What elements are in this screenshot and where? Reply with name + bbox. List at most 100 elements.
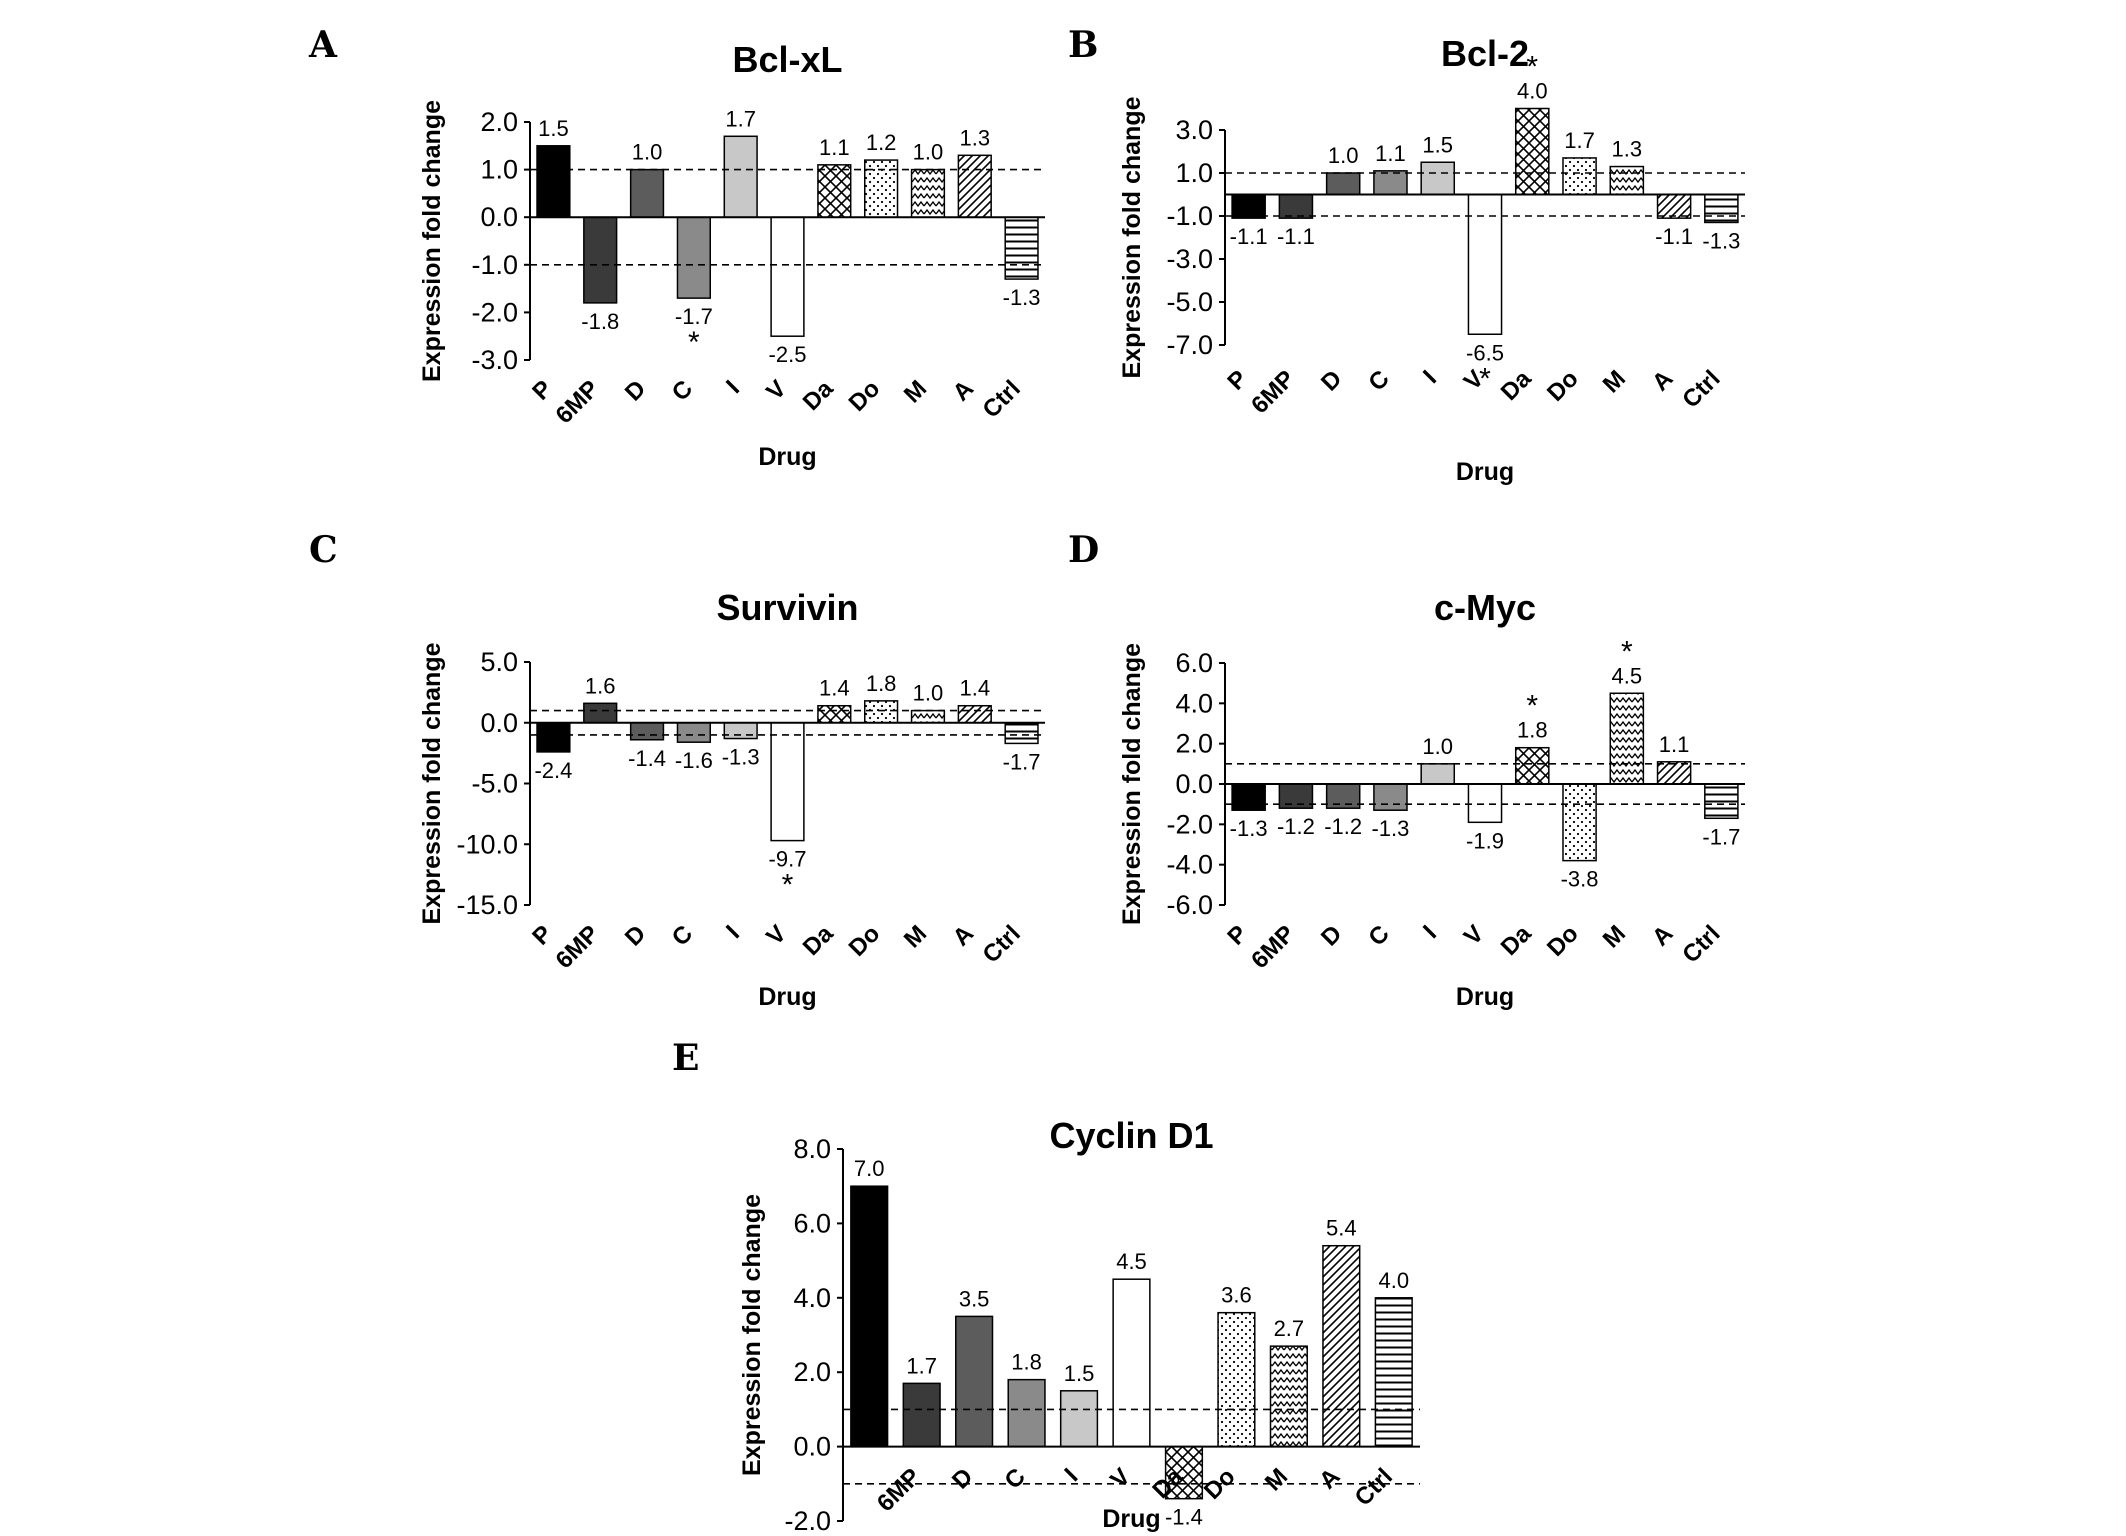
- bar: [536, 145, 571, 218]
- y-axis-label: Expression fold change: [1118, 643, 1146, 925]
- bar: [1467, 193, 1503, 335]
- chart-title: Cyclin D1: [1049, 1115, 1213, 1156]
- chart-bcl-2: Bcl-2 3.0 1.0 -1.0 -3.0 -5.0 -7.0 Expression fo…: [1118, 33, 1745, 486]
- bar: [1609, 692, 1645, 785]
- significance-star: *: [1526, 51, 1538, 84]
- data-label: -1.8: [581, 309, 619, 334]
- category-label: I: [721, 920, 745, 944]
- data-label: -1.1: [1277, 224, 1315, 249]
- category-label: M: [1598, 365, 1631, 398]
- bar: [1007, 1378, 1046, 1448]
- category-label: M: [899, 375, 932, 408]
- category-label: D: [1316, 365, 1347, 396]
- bar: [850, 1185, 889, 1448]
- chart-title: c-Myc: [1434, 587, 1536, 628]
- category-label: C: [667, 920, 698, 951]
- bar: [864, 700, 899, 724]
- bar: [1278, 783, 1314, 809]
- bar: [817, 164, 852, 218]
- data-label: 1.7: [1564, 128, 1595, 153]
- y-tick-label: -1.0: [471, 250, 518, 280]
- bar: [583, 702, 618, 724]
- bar: [770, 216, 805, 337]
- bar: [1373, 783, 1408, 811]
- data-label: 2.7: [1274, 1316, 1305, 1341]
- category-label: C: [1363, 920, 1394, 951]
- data-label: 1.0: [1328, 143, 1359, 168]
- category-label: C: [999, 1463, 1030, 1494]
- y-tick-label: -5.0: [471, 769, 518, 799]
- bar: [957, 154, 992, 218]
- bar: [1004, 216, 1039, 280]
- y-tick-label: 0.0: [480, 708, 518, 738]
- data-label: 7.0: [854, 1156, 885, 1181]
- bar: [1373, 170, 1408, 196]
- data-label: 1.8: [1517, 718, 1548, 743]
- data-label: -1.2: [1324, 814, 1362, 839]
- y-axis-label: Expression fold change: [418, 642, 446, 924]
- y-tick-label: -6.0: [1166, 890, 1213, 920]
- x-axis-label: Drug: [1456, 458, 1514, 486]
- chart-bcl-xl: Bcl-xL 2.0 1.0 0.0 -1.0 -2.0 -3.0 Expression fo…: [418, 39, 1045, 471]
- panel-letter-c: C: [309, 529, 338, 571]
- bar: [1325, 172, 1361, 196]
- y-tick-label: 8.0: [793, 1134, 831, 1164]
- data-label: -1.7: [1702, 824, 1740, 849]
- category-label: P: [1222, 920, 1252, 950]
- category-label: Ctrl: [1677, 365, 1725, 413]
- data-label: -3.8: [1561, 867, 1599, 892]
- category-label: M: [1598, 920, 1631, 953]
- bar: [1322, 1244, 1361, 1448]
- category-label: 6MP: [1246, 920, 1300, 974]
- bar: [955, 1315, 994, 1448]
- data-label: 4.5: [1116, 1249, 1147, 1274]
- bar: [1562, 783, 1597, 862]
- panel-letter-a: A: [308, 24, 338, 66]
- chart-title: Survivin: [716, 587, 858, 628]
- bar: [1374, 1297, 1413, 1448]
- y-tick-label: -1.0: [1166, 201, 1213, 231]
- category-label: D: [620, 920, 651, 951]
- data-label: 1.6: [585, 673, 616, 698]
- category-label: V: [1105, 1463, 1135, 1493]
- bar: [957, 704, 992, 724]
- y-axis-label: Expression fold change: [738, 1194, 766, 1476]
- bar: [1231, 193, 1266, 219]
- bar: [1609, 165, 1645, 196]
- data-label: 4.0: [1517, 79, 1548, 104]
- data-label: -2.4: [534, 758, 572, 783]
- significance-star: *: [1621, 635, 1633, 668]
- y-tick-label: 0.0: [1175, 769, 1213, 799]
- bar: [1514, 107, 1550, 196]
- category-label: 6MP: [872, 1463, 926, 1517]
- bar: [1420, 763, 1456, 785]
- y-tick-label: 2.0: [793, 1357, 831, 1387]
- y-axis-label: Expression fold change: [418, 100, 446, 382]
- x-axis-label: Drug: [758, 983, 816, 1011]
- y-tick-label: -2.0: [471, 297, 518, 327]
- data-label: 3.6: [1221, 1283, 1252, 1308]
- category-label: A: [1647, 920, 1678, 951]
- data-label: 4.5: [1612, 663, 1643, 688]
- data-label: 1.1: [1659, 732, 1690, 757]
- bar: [1004, 722, 1039, 745]
- category-label: Da: [1496, 365, 1537, 406]
- y-tick-label: -2.0: [784, 1506, 831, 1536]
- category-label: V: [761, 920, 791, 950]
- bar: [536, 722, 571, 753]
- bar: [864, 159, 899, 218]
- category-label: M: [1260, 1463, 1293, 1496]
- y-tick-label: -4.0: [1166, 850, 1213, 880]
- data-label: 1.1: [819, 135, 850, 160]
- category-label: I: [1418, 920, 1442, 944]
- data-label: 1.8: [1011, 1350, 1042, 1375]
- category-label: A: [948, 920, 979, 951]
- bar: [1217, 1311, 1256, 1448]
- bar: [1514, 746, 1550, 785]
- bar: [1231, 783, 1266, 811]
- panel-letter-e: E: [672, 1037, 699, 1079]
- x-axis-label: Drug: [758, 443, 816, 471]
- bar: [817, 704, 852, 724]
- data-label: -1.1: [1230, 224, 1268, 249]
